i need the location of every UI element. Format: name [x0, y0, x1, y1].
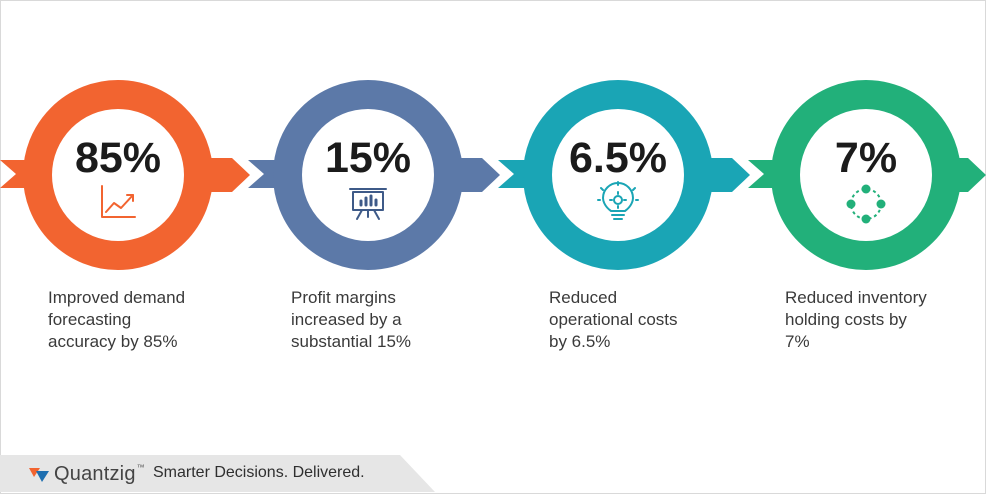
brand-trademark: ™ [136, 462, 145, 472]
metric-card-2: 15% [248, 80, 500, 270]
metric-inner-disc-1 [52, 109, 184, 241]
trend-chart-icon [101, 185, 136, 218]
metric-value-1: 85% [75, 134, 161, 182]
metric-inner-disc-4 [800, 109, 932, 241]
metric-card-3: 6.5% [498, 80, 750, 270]
presentation-board-icon [349, 188, 387, 220]
metric-value-4: 7% [835, 134, 897, 182]
metric-card-1: 85% [0, 80, 250, 270]
arrow-head-3 [690, 158, 750, 192]
quantzig-logo-icon [29, 468, 49, 482]
arrow-head-2 [440, 158, 500, 192]
footer-background [0, 455, 435, 492]
metric-value-2: 15% [325, 134, 411, 182]
cycle-nodes-icon [846, 184, 886, 224]
metric-description-2: Profit margins increased by a substantia… [291, 288, 412, 351]
arrow-head-4 [938, 158, 986, 192]
footer-bar: Quantzig ™ Smarter Decisions. Delivered. [0, 455, 435, 492]
lightbulb-gear-icon [597, 181, 639, 220]
metric-description-1: Improved demand forecasting accuracy by … [48, 288, 186, 351]
arrow-head-1 [190, 158, 250, 192]
metric-description-4: Reduced inventory holding costs by 7% [785, 288, 927, 351]
metric-description-3: Reduced operational costs by 6.5% [549, 288, 678, 351]
metric-inner-disc-3 [552, 109, 684, 241]
metric-card-4: 7% [748, 80, 986, 270]
metrics-graphic: 85% 15% 6.5% [0, 80, 986, 270]
brand-name: Quantzig [54, 462, 136, 485]
brand-tagline: Smarter Decisions. Delivered. [153, 464, 365, 481]
metric-value-3: 6.5% [569, 134, 667, 182]
metric-inner-disc-2 [302, 109, 434, 241]
brand-logo: Quantzig ™ [28, 461, 145, 487]
